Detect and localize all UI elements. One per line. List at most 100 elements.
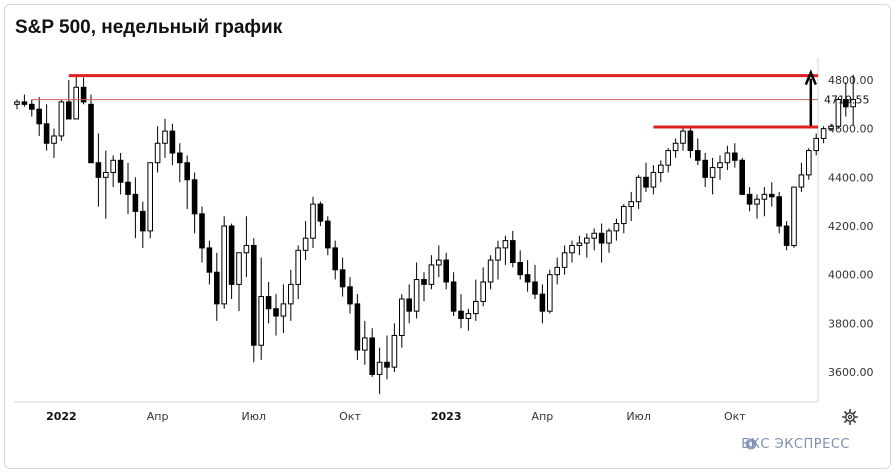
candle-up [154, 142, 161, 164]
candle-down [783, 225, 790, 246]
candle-down [125, 181, 131, 195]
candle-up [554, 266, 561, 276]
candle-up [487, 259, 494, 283]
candle-up [428, 264, 435, 285]
candle-up [258, 296, 264, 346]
candle-up [813, 137, 820, 152]
candle-up [147, 162, 153, 232]
candle-up [561, 252, 568, 268]
candle-up [310, 203, 316, 239]
candle-up [820, 128, 827, 139]
candle-down [117, 159, 124, 183]
x-tick-label: 2023 [431, 410, 462, 423]
candle-up [717, 162, 723, 169]
x-tick-label: Апр [147, 410, 169, 423]
candle-up [791, 186, 797, 246]
candle-down [687, 130, 694, 152]
candle-up [362, 337, 368, 351]
candle-down [184, 162, 190, 181]
gear-icon[interactable] [842, 409, 858, 425]
candle-up [547, 274, 553, 312]
candle-up [569, 244, 575, 254]
candle-down [532, 281, 538, 295]
x-tick-label: Окт [339, 410, 361, 423]
candle-down [517, 262, 524, 276]
candle-up [110, 159, 117, 173]
candle-up [465, 313, 472, 319]
candle-up [221, 225, 227, 305]
y-tick-label: 4200.00 [828, 220, 874, 233]
x-tick-label: Апр [532, 410, 554, 423]
candle-down [317, 203, 324, 222]
candle-down [406, 298, 412, 312]
x-tick-label: Окт [724, 410, 746, 423]
candle-up [376, 361, 383, 375]
candle-down [199, 213, 205, 249]
candle-up [473, 300, 479, 315]
chart-card [4, 4, 891, 469]
candle-up [754, 198, 760, 205]
candle-down [739, 159, 746, 195]
candle-down [539, 293, 546, 312]
candle-up [495, 247, 501, 261]
candle-down [191, 179, 198, 215]
candle-down [214, 271, 220, 305]
candle-down [332, 247, 338, 271]
candle-up [680, 130, 686, 144]
candle-up [413, 279, 420, 312]
candle-down [177, 152, 183, 164]
candle-up [850, 99, 857, 108]
candle-up [295, 249, 301, 285]
y-tick-label: 4600.00 [828, 123, 874, 136]
candle-down [746, 193, 753, 205]
candle-down [265, 296, 272, 310]
candle-down [443, 259, 449, 283]
candle-up [236, 252, 242, 285]
candle-down [21, 101, 28, 105]
candle-up [650, 171, 657, 188]
candle-down [776, 196, 783, 227]
candle-up [480, 281, 486, 302]
candle-up [280, 303, 287, 317]
y-tick-label: 4800.00 [828, 74, 874, 87]
candle-up [502, 240, 509, 249]
candle-down [354, 303, 361, 351]
candle-up [243, 244, 250, 254]
y-tick-label: 4400.00 [828, 171, 874, 184]
y-tick-label: 3600.00 [828, 366, 874, 379]
candle-up [436, 259, 442, 266]
candle-up [162, 130, 168, 144]
candle-down [169, 130, 176, 154]
y-tick-label: 3800.00 [828, 317, 874, 330]
candle-down [43, 123, 50, 144]
candle-up [835, 98, 842, 127]
candle-down [769, 193, 775, 198]
candle-down [325, 220, 331, 249]
candle-up [658, 164, 664, 173]
candle-up [288, 283, 294, 305]
candle-up [576, 242, 583, 246]
candle-up [806, 150, 812, 176]
candle-down [732, 152, 738, 161]
chart-title: S&P 500, недельный график [15, 17, 283, 38]
candle-down [66, 101, 72, 120]
candle-down [273, 308, 279, 317]
candle-down [421, 279, 427, 285]
candle-up [58, 101, 65, 137]
candle-down [95, 162, 102, 178]
candle-up [628, 201, 635, 208]
candle-down [524, 274, 531, 283]
candle-down [843, 98, 849, 108]
candle-down [88, 103, 94, 164]
candle-down [458, 310, 464, 319]
candle-up [302, 237, 309, 251]
brand-label: БКС ЭКСПРЕСС [741, 437, 850, 452]
candle-down [450, 281, 457, 312]
candle-up [103, 171, 109, 178]
last-value-label: 4719.55 [824, 94, 870, 107]
candle-up [798, 174, 805, 188]
candle-up [613, 223, 620, 232]
candle-down [702, 159, 709, 178]
candle-down [339, 269, 346, 288]
